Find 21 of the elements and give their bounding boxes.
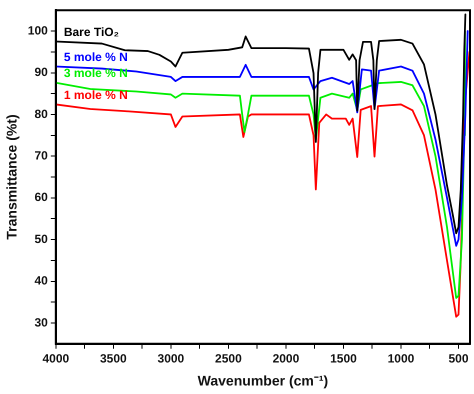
y-tick-label: 50: [34, 232, 48, 246]
series-label: 1 mole % N: [64, 88, 128, 102]
y-tick-label: 30: [34, 315, 48, 330]
x-tick-label: 2500: [215, 351, 242, 366]
y-tick-label: 90: [34, 65, 48, 80]
x-tick-label: 1500: [330, 351, 358, 366]
x-tick-label: 4000: [42, 351, 70, 366]
y-tick-label: 80: [34, 106, 48, 121]
series-label: 5 mole % N: [64, 50, 128, 64]
series-label: Bare TiO₂: [64, 24, 119, 39]
y-tick-label: 40: [34, 274, 48, 288]
y-tick-label: 60: [34, 190, 48, 204]
y-axis-title: Transmittance (%t): [3, 114, 20, 240]
x-tick-label: 2000: [272, 351, 300, 366]
x-axis-title: Wavenumber (cm⁻¹): [198, 372, 328, 388]
x-tick-label: 1000: [388, 351, 415, 366]
y-tick-label: 70: [34, 148, 48, 162]
y-tick-label: 100: [28, 23, 48, 38]
x-tick-label: 3500: [100, 351, 128, 366]
x-tick-label: 3000: [158, 351, 185, 366]
x-tick-label: 500: [448, 351, 469, 366]
